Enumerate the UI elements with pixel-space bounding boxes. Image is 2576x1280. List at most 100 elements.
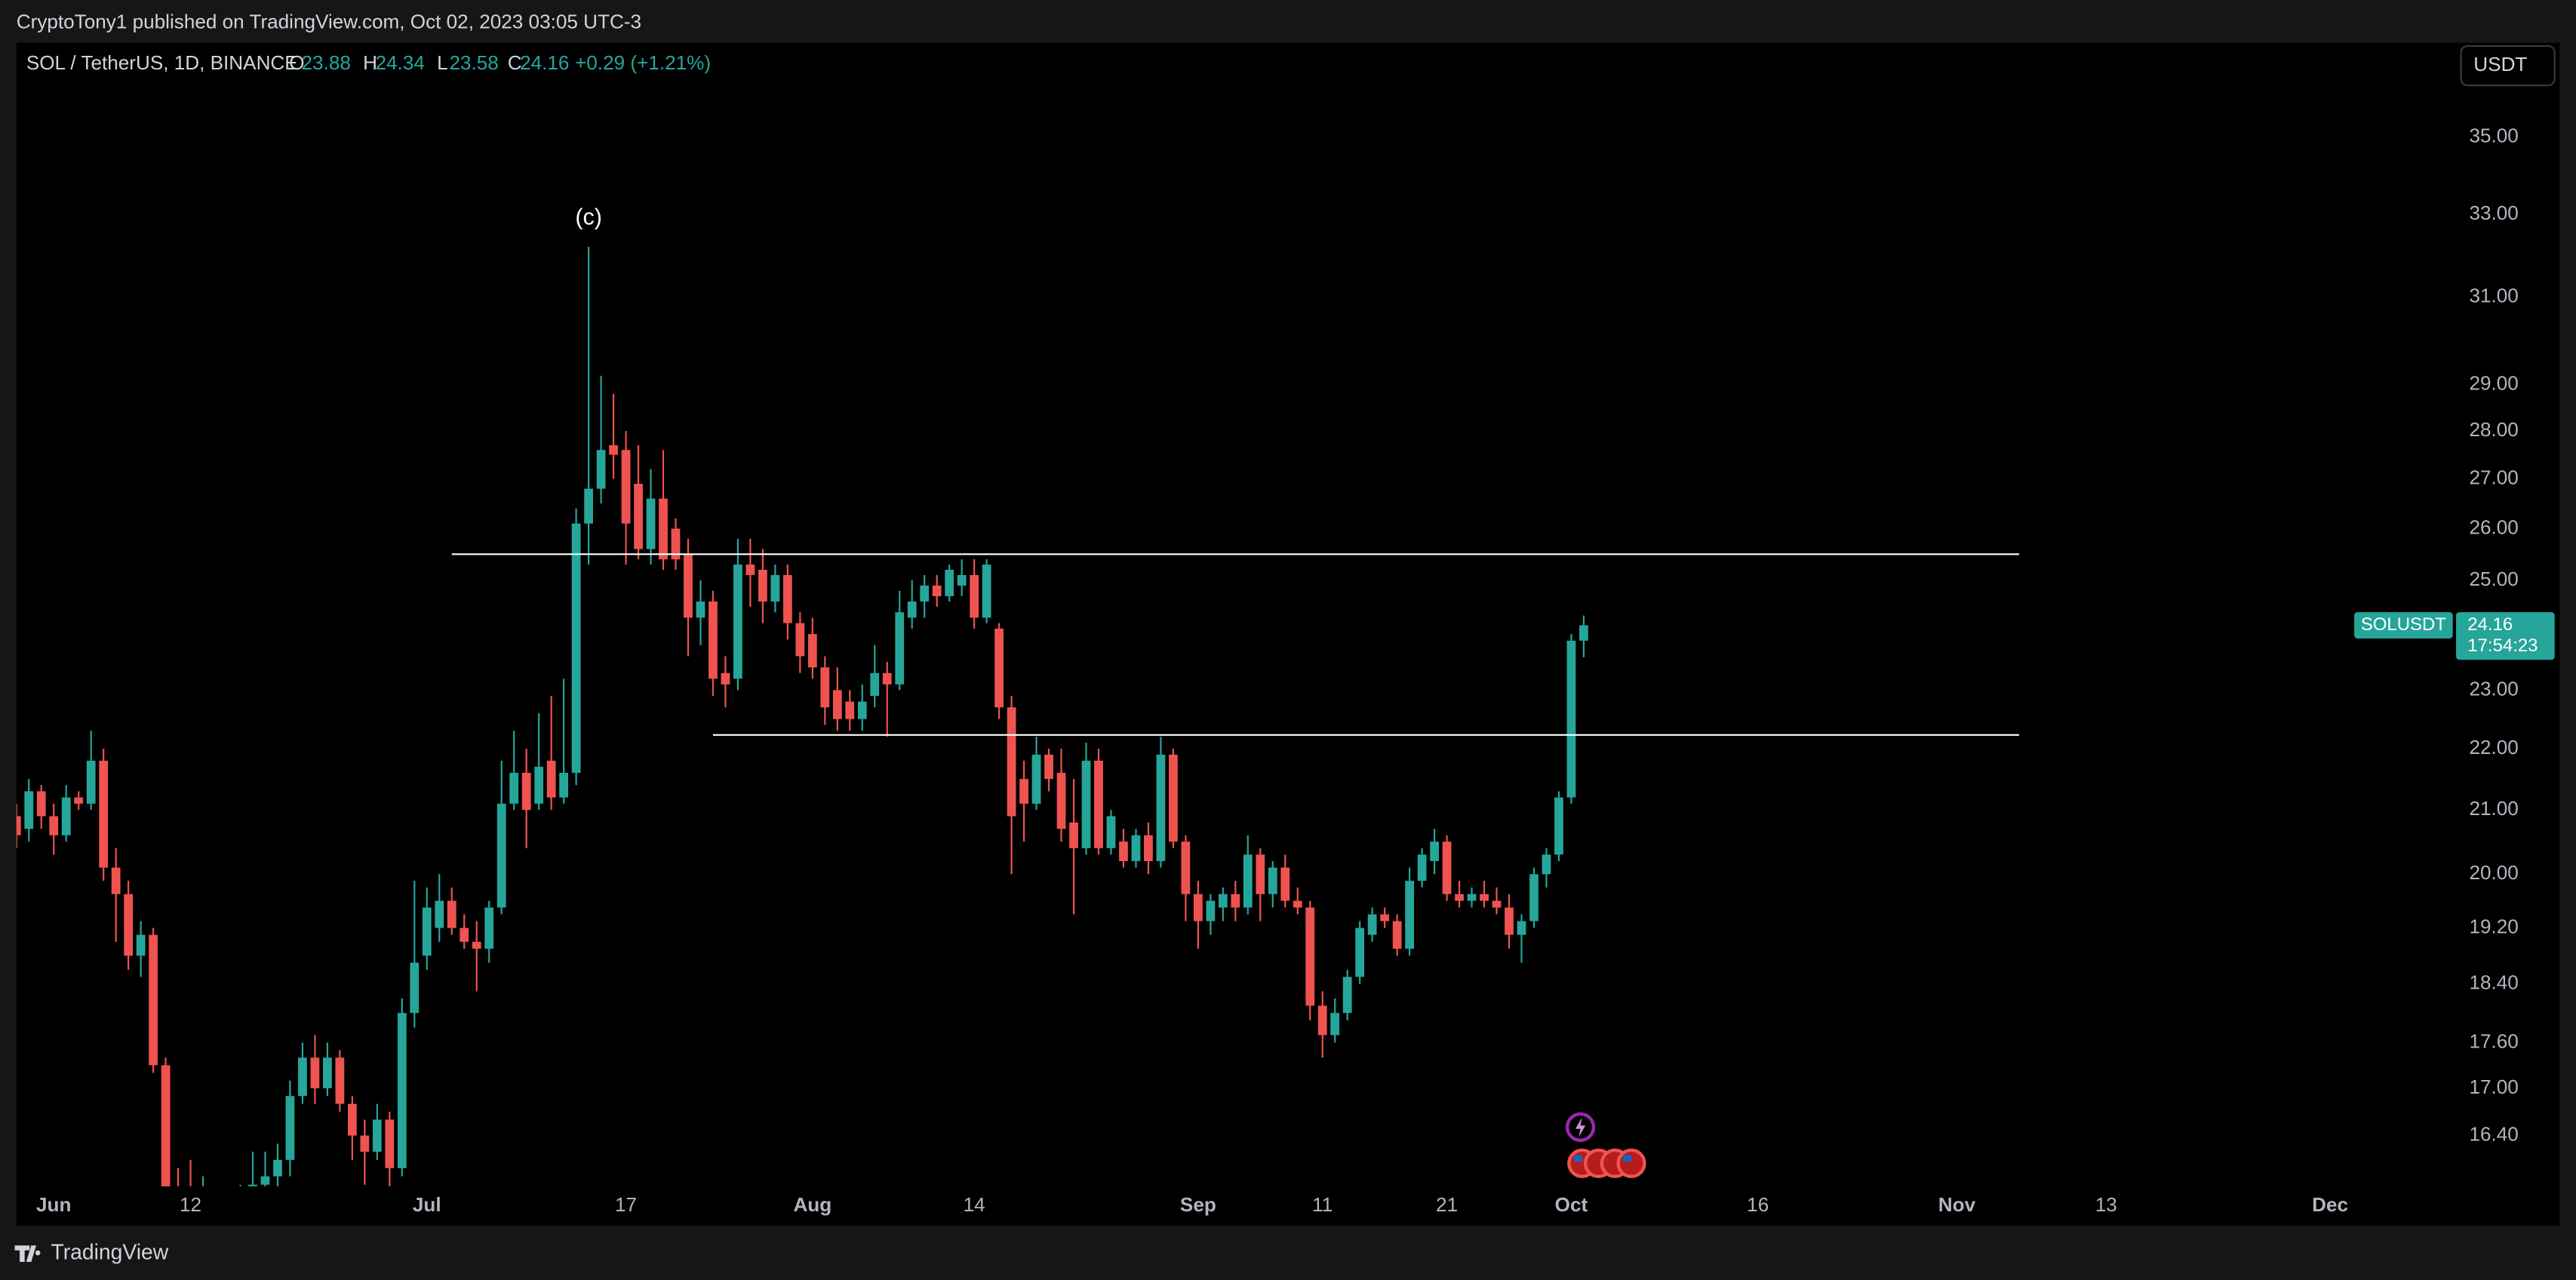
candle-body: [571, 523, 581, 773]
candle-body: [982, 565, 991, 618]
y-tick-label: 17.00: [2469, 1075, 2518, 1098]
candle-body: [447, 900, 456, 928]
candle-body: [1293, 900, 1302, 908]
candle-body: [1069, 822, 1078, 848]
y-tick-label: 17.60: [2469, 1029, 2518, 1052]
candle-body: [1169, 754, 1178, 842]
x-tick-label: 16: [1747, 1193, 1769, 1216]
candle-body: [1193, 894, 1203, 922]
candle-body: [671, 528, 681, 560]
candle-body: [460, 928, 469, 942]
candle-body: [1492, 900, 1502, 908]
candle-body: [1131, 835, 1141, 861]
x-tick-label: 17: [615, 1193, 637, 1216]
candle-body: [820, 667, 830, 708]
candle-body: [994, 628, 1004, 708]
candle-body: [1417, 854, 1427, 882]
x-tick-label: Aug: [793, 1193, 832, 1216]
legend-change: +0.29 (+1.21%): [575, 51, 711, 74]
candle-body: [248, 1184, 257, 1186]
candle-body: [1056, 772, 1066, 829]
price-tag-value: 24.16: [2467, 614, 2513, 635]
candle-body: [1529, 874, 1539, 922]
candle-body: [422, 907, 432, 956]
legend-key: C: [508, 51, 522, 74]
candle-body: [1442, 842, 1452, 894]
x-tick-label: 21: [1436, 1193, 1458, 1216]
candle-body: [534, 766, 544, 804]
candle-body: [1480, 894, 1489, 901]
candle-body: [733, 565, 742, 679]
symbol-tag-label: SOLUSDT: [2361, 614, 2446, 635]
candle-body: [1280, 867, 1290, 901]
candle-body: [1342, 977, 1352, 1014]
x-tick-label: 12: [180, 1193, 201, 1216]
y-tick-label: 19.20: [2469, 915, 2518, 937]
candle-body: [584, 488, 593, 524]
candle-body: [1007, 707, 1016, 817]
candle-body: [621, 450, 631, 524]
candle-body: [1044, 754, 1053, 780]
candle-body: [1355, 928, 1365, 977]
candle-body: [397, 1013, 407, 1168]
candle-body: [1231, 894, 1240, 908]
candle-body: [24, 791, 34, 829]
y-tick-label: 18.40: [2469, 971, 2518, 994]
candle-body: [932, 585, 942, 596]
candle-body: [546, 760, 556, 798]
candle-body: [1268, 867, 1277, 894]
chart-panel: [16, 42, 2560, 1226]
candle-body: [1430, 842, 1439, 861]
candle-body: [684, 554, 693, 618]
symbol-tag: [2354, 612, 2453, 638]
y-tick-label: 22.00: [2469, 736, 2518, 758]
candle-body: [745, 565, 755, 575]
candle-body: [596, 450, 606, 489]
candle-body: [696, 602, 705, 618]
candle-body: [559, 772, 569, 798]
candle-body: [845, 701, 855, 719]
candle-body: [920, 585, 930, 602]
y-tick-label: 20.00: [2469, 861, 2518, 884]
candle-body: [1317, 1005, 1327, 1035]
candle-body: [646, 498, 656, 549]
candle-body: [709, 602, 718, 679]
candle-body: [61, 797, 71, 835]
candle-body: [807, 634, 817, 668]
candle-body: [1305, 907, 1315, 1006]
x-tick-label: 11: [1312, 1193, 1333, 1216]
publish-header: CryptoTony1 published on TradingView.com…: [17, 10, 641, 32]
y-tick-label: 25.00: [2469, 568, 2518, 590]
legend-key: L: [437, 51, 448, 74]
wave-label: (c): [575, 205, 602, 230]
price-tag: [2456, 612, 2555, 660]
candle-body: [435, 900, 444, 928]
candle-body: [484, 907, 494, 949]
candle-body: [1081, 760, 1091, 848]
legend-value: 23.58: [449, 51, 498, 74]
candle-body: [49, 816, 59, 835]
candle-body: [1206, 900, 1216, 922]
candle-body: [410, 962, 420, 1014]
candle-body: [1455, 894, 1464, 901]
candle-body: [472, 941, 481, 949]
candle-body: [347, 1103, 357, 1136]
candle-body: [99, 760, 109, 868]
candle-body: [1218, 894, 1228, 908]
candle-body: [634, 484, 643, 549]
candle-body: [609, 445, 618, 455]
x-tick-label: Sep: [1180, 1193, 1216, 1216]
x-tick-label: 14: [964, 1193, 985, 1216]
candle-body: [832, 690, 842, 719]
candle-body: [1181, 842, 1191, 894]
candle-body: [795, 623, 805, 657]
candle-body: [1380, 914, 1390, 922]
candle-body: [1119, 842, 1128, 861]
candle-body: [360, 1135, 370, 1152]
symbol-legend: SOL / TetherUS, 1D, BINANCE: [26, 51, 298, 74]
candle-body: [1542, 854, 1551, 875]
candle-body: [882, 672, 892, 685]
currency-button[interactable]: [2460, 45, 2556, 87]
candle-body: [1566, 640, 1576, 798]
candle-body: [496, 803, 506, 908]
